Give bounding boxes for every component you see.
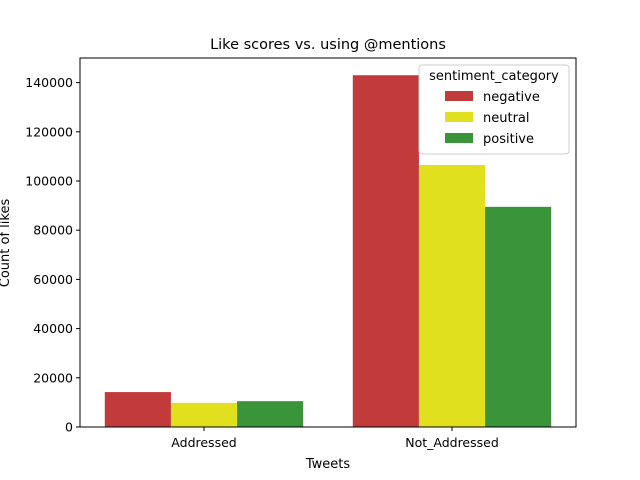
x-axis-label: Tweets bbox=[305, 457, 351, 472]
bar-positive-not_addressed bbox=[485, 206, 552, 427]
legend-swatch-negative bbox=[445, 91, 473, 101]
y-tick-label: 140000 bbox=[25, 75, 73, 90]
legend-title: sentiment_category bbox=[429, 69, 559, 84]
y-tick-label: 40000 bbox=[33, 321, 73, 336]
plot-frame bbox=[79, 57, 577, 428]
chart-title: Like scores vs. using @mentions bbox=[210, 37, 446, 53]
legend-swatch-positive bbox=[445, 133, 473, 143]
y-tick-label: 120000 bbox=[25, 124, 73, 139]
legend: sentiment_category negative neutral positi… bbox=[418, 64, 570, 155]
bars-layer bbox=[104, 75, 552, 427]
x-tick-label: Not_Addressed bbox=[405, 435, 499, 450]
y-tick-label: 20000 bbox=[33, 370, 73, 385]
bar-negative-addressed bbox=[104, 392, 171, 427]
bar-positive-addressed bbox=[237, 401, 304, 427]
y-tick-label: 80000 bbox=[33, 223, 73, 238]
legend-box bbox=[418, 64, 570, 155]
legend-label-negative: negative bbox=[483, 90, 540, 105]
x-tick-label: Addressed bbox=[171, 435, 236, 450]
y-axis-label: Count of likes bbox=[0, 199, 13, 288]
x-axis: Addressed Not_Addressed bbox=[171, 427, 499, 450]
y-tick-label: 0 bbox=[65, 420, 73, 435]
legend-label-positive: positive bbox=[483, 132, 534, 147]
y-tick-label: 60000 bbox=[33, 272, 73, 287]
bar-neutral-not_addressed bbox=[418, 165, 486, 427]
y-axis: 0 20000 40000 60000 80000 100000 120000 140000 bbox=[25, 75, 80, 435]
bar-neutral-addressed bbox=[170, 402, 238, 427]
legend-swatch-neutral bbox=[445, 112, 473, 122]
legend-label-neutral: neutral bbox=[483, 111, 530, 126]
y-tick-label: 100000 bbox=[25, 174, 73, 189]
bar-negative-not_addressed bbox=[352, 75, 419, 427]
